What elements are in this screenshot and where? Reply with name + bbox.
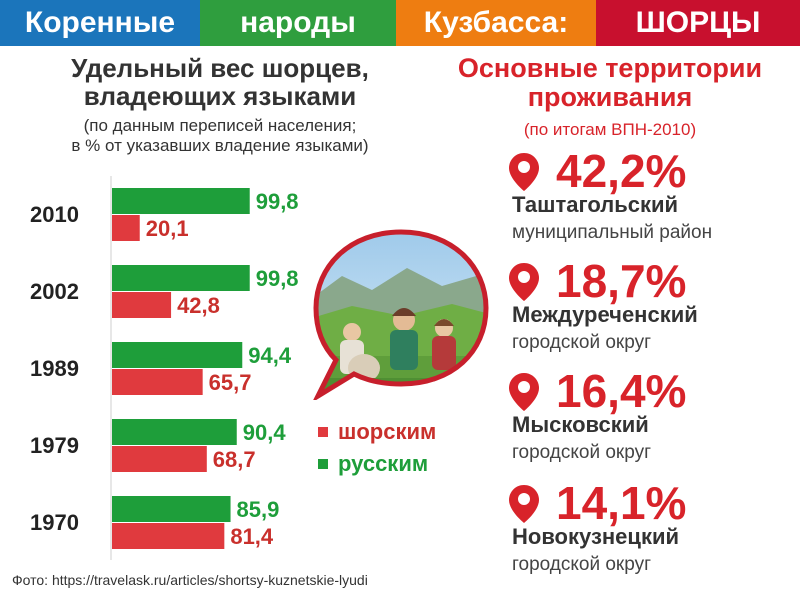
chart-subtitle: (по данным переписей населения; в % от у… [10, 116, 430, 156]
year-tick-label: 2002 [30, 279, 79, 304]
year-tick-label: 1979 [30, 433, 79, 458]
data-label-shor: 65,7 [209, 370, 252, 395]
year-tick-label: 2010 [30, 202, 79, 227]
bar-shor [112, 446, 207, 472]
chart-subtitle-line2: в % от указавших владение языками) [71, 136, 369, 155]
year-tick-label: 1970 [30, 510, 79, 535]
header-segment-narody: народы [200, 0, 396, 46]
legend-item-shor: шорским [318, 416, 436, 448]
territory-item-mezhdurechensk: 18,7% Междуреченский городской округ [500, 255, 800, 372]
chart-legend: шорским русским [318, 416, 436, 480]
data-label-shor: 81,4 [230, 524, 274, 549]
territory-item-myski: 16,4% Мысковский городской округ [500, 365, 800, 482]
territory-type: городской округ [512, 442, 652, 463]
map-pin-icon [509, 153, 539, 191]
legend-label-shor: шорским [338, 419, 437, 444]
header-segment-kuzbassa: Кузбасса: [396, 0, 596, 46]
bar-russian [112, 419, 237, 445]
map-pin-icon [509, 373, 539, 411]
people-photo [311, 229, 489, 403]
chart-title-line2: владеющих языками [83, 81, 357, 111]
legend-item-russian: русским [318, 448, 436, 480]
data-label-russian: 94,4 [248, 343, 292, 368]
territory-type: городской округ [512, 332, 652, 353]
legend-label-russian: русским [338, 451, 429, 476]
legend-swatch-shor [318, 427, 328, 437]
territory-percent: 18,7% [556, 255, 687, 307]
territory-type: городской округ [512, 554, 652, 575]
bar-russian [112, 342, 243, 368]
territory-percent: 16,4% [556, 365, 687, 417]
territory-item-novokuznetsk: 14,1% Новокузнецкий городской округ [500, 477, 800, 594]
bar-russian [112, 496, 231, 522]
chart-subtitle-line1: (по данным переписей населения; [83, 116, 357, 135]
header-banner: Коренные народы Кузбасса: ШОРЦЫ [0, 0, 800, 46]
legend-swatch-russian [318, 459, 328, 469]
territory-name: Новокузнецкий [512, 524, 679, 549]
header-segment-korennye: Коренные [0, 0, 200, 46]
territory-type: муниципальный район [512, 222, 713, 243]
bar-shor [112, 215, 140, 241]
chart-title-line1: Удельный вес шорцев, [71, 53, 369, 83]
data-label-russian: 90,4 [243, 420, 287, 445]
territory-name: Таштагольский [512, 192, 679, 217]
bar-shor [112, 292, 172, 318]
territories-title: Основные территории проживания [420, 54, 800, 112]
bar-shor [112, 523, 225, 549]
chart-title: Удельный вес шорцев, владеющих языками [20, 54, 420, 110]
header-segment-shortsy: ШОРЦЫ [596, 0, 800, 46]
map-pin-icon [509, 263, 539, 301]
year-tick-label: 1989 [30, 356, 79, 381]
data-label-russian: 99,8 [256, 266, 299, 291]
territory-item-tashtagol: 42,2% Таштагольский муниципальный район [500, 145, 800, 262]
territories-title-line1: Основные территории [457, 53, 763, 83]
photo-credit: Фото: https://travelask.ru/articles/shor… [12, 572, 368, 588]
data-label-russian: 99,8 [256, 189, 299, 214]
territory-percent: 42,2% [556, 145, 687, 197]
bar-russian [112, 188, 250, 214]
photo-bubble [311, 228, 490, 403]
bar-chart: 2010 99,8 20,1 2002 99,8 42,8 1989 94,465,7 1979… [30, 176, 299, 560]
bar-shor [112, 369, 203, 395]
data-label-shor: 20,1 [146, 216, 189, 241]
territory-percent: 14,1% [556, 477, 687, 529]
data-label-russian: 85,9 [237, 497, 280, 522]
territories-subtitle: (по итогам ВПН-2010) [523, 120, 697, 139]
territory-name: Междуреченский [512, 302, 698, 327]
map-pin-icon [509, 485, 539, 523]
data-label-shor: 68,7 [213, 447, 256, 472]
territories-title-line2: проживания [527, 82, 693, 112]
bar-russian [112, 265, 250, 291]
territory-name: Мысковский [512, 412, 649, 437]
data-label-shor: 42,8 [177, 293, 220, 318]
